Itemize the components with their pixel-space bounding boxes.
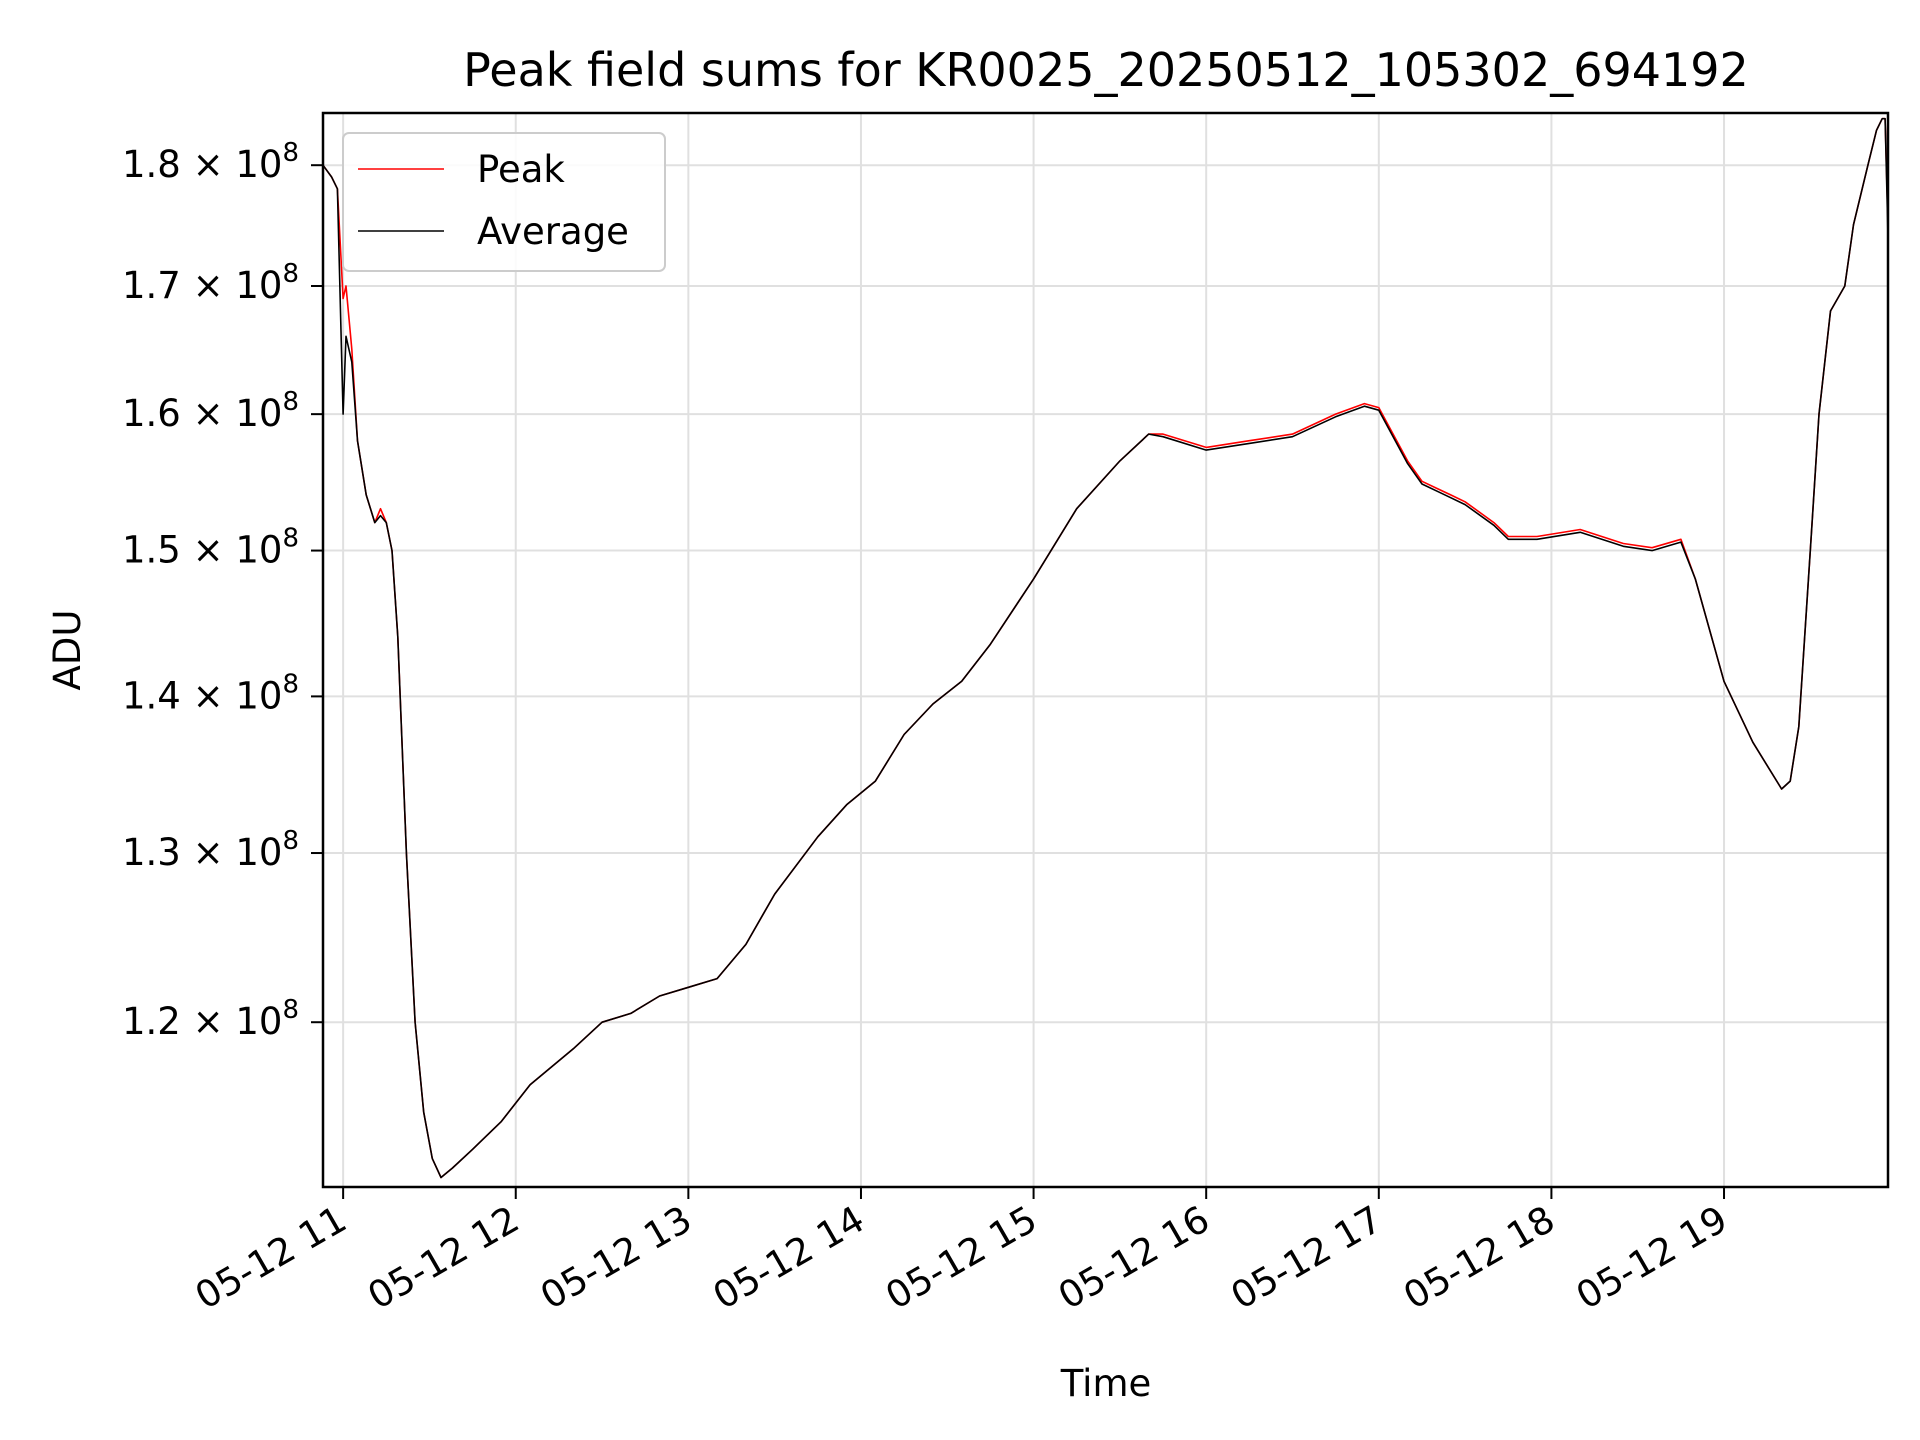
y-tick-label: 1.6 × 108 [122, 387, 299, 435]
legend-label-average: Average [477, 210, 629, 253]
y-tick-label: 1.5 × 108 [122, 524, 299, 572]
y-tick-mantissa: 1.6 × 10 [122, 392, 282, 435]
y-tick-label: 1.8 × 108 [122, 138, 299, 186]
y-tick-exponent: 8 [282, 669, 299, 699]
y-tick-mantissa: 1.2 × 10 [122, 1000, 282, 1043]
series-layer [322, 117, 1889, 1179]
y-tick-exponent: 8 [282, 524, 299, 554]
y-tick-exponent: 8 [282, 138, 299, 168]
legend-label-peak: Peak [477, 148, 565, 191]
y-tick-label: 1.3 × 108 [122, 826, 299, 874]
y-tick-label: 1.7 × 108 [122, 259, 299, 307]
y-axis-label: ADU [46, 610, 89, 691]
y-tick-mantissa: 1.5 × 10 [122, 529, 282, 572]
plot-frame [321, 111, 1890, 1189]
y-tick-mantissa: 1.4 × 10 [122, 674, 282, 717]
y-tick-exponent: 8 [282, 826, 299, 856]
chart-title: Peak field sums for KR0025_20250512_1053… [463, 43, 1749, 97]
legend-box [342, 132, 666, 272]
y-tick-exponent: 8 [282, 387, 299, 417]
series-line-average [322, 117, 1889, 1179]
y-tick-label: 1.2 × 108 [122, 995, 299, 1043]
y-tick-exponent: 8 [282, 995, 299, 1025]
y-tick-exponent: 8 [282, 259, 299, 289]
y-tick-mantissa: 1.8 × 10 [122, 143, 282, 186]
y-tick-mantissa: 1.3 × 10 [122, 831, 282, 874]
y-tick-label: 1.4 × 108 [122, 669, 299, 717]
y-tick-mantissa: 1.7 × 10 [122, 264, 282, 307]
x-axis-label: Time [1060, 1362, 1152, 1405]
legend: Peak Average [342, 132, 666, 272]
